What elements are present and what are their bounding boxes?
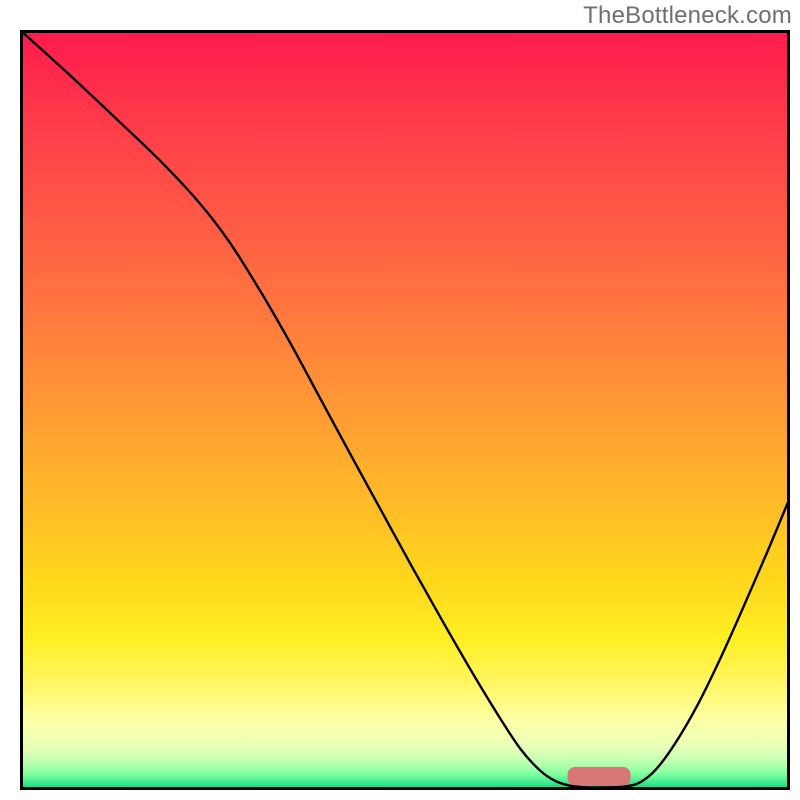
chart-background	[20, 30, 790, 790]
watermark-text: TheBottleneck.com	[583, 2, 792, 30]
plot-area	[20, 30, 790, 790]
chart-container: { "watermark": "TheBottleneck.com", "cha…	[0, 0, 800, 800]
optimal-range-marker	[567, 767, 630, 786]
bottleneck-curve-chart	[20, 30, 790, 790]
